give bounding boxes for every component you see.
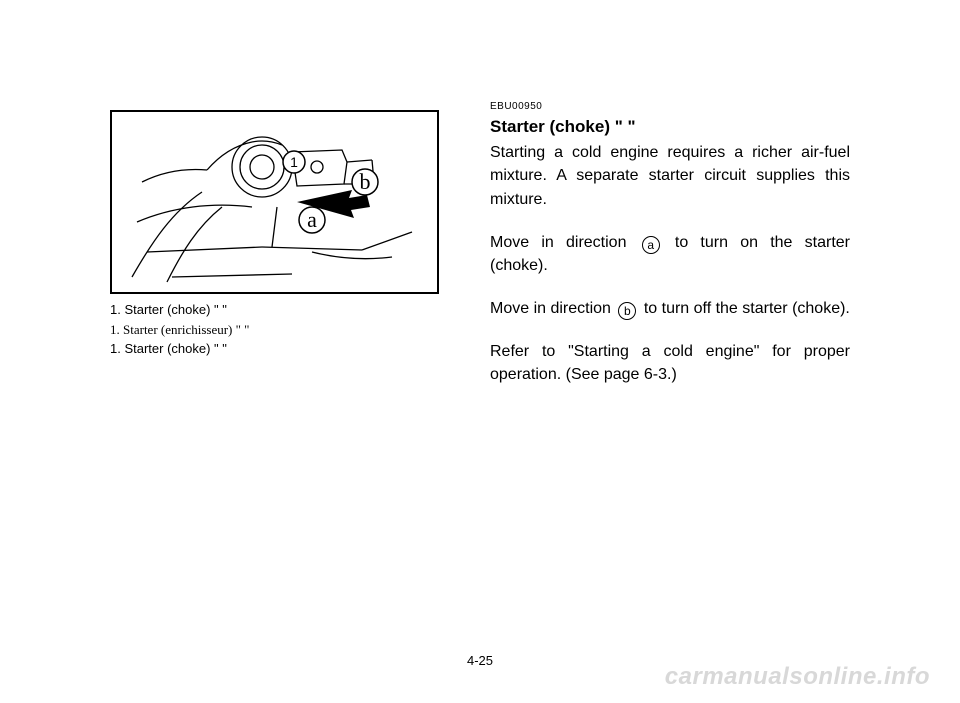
paragraph-2: Move in direction a to turn on the start… bbox=[490, 231, 850, 277]
right-column: EBU00950 Starter (choke) " " Starting a … bbox=[490, 100, 850, 387]
paragraph-1: Starting a cold engine requires a richer… bbox=[490, 141, 850, 211]
diagram-captions: 1. Starter (choke) " " 1. Starter (enric… bbox=[110, 300, 435, 359]
p3-pre: Move in direction bbox=[490, 300, 615, 317]
p3-post: to turn off the starter (choke). bbox=[639, 300, 849, 317]
manual-page: 1 a b 1. Starter (choke) " " bbox=[0, 0, 960, 703]
section-code: EBU00950 bbox=[490, 100, 850, 115]
inline-letter-b: b bbox=[618, 302, 636, 320]
section-heading: Starter (choke) " " bbox=[490, 115, 850, 140]
diagram-svg: 1 a b bbox=[112, 112, 437, 292]
caption-line-3: 1. Starter (choke) " " bbox=[110, 339, 435, 359]
caption-line-1: 1. Starter (choke) " " bbox=[110, 300, 435, 320]
caption-line-2: 1. Starter (enrichisseur) " " bbox=[110, 320, 435, 340]
svg-text:b: b bbox=[360, 169, 371, 194]
inline-letter-a: a bbox=[642, 236, 660, 254]
callout-1: 1 bbox=[283, 151, 305, 173]
p2-pre: Move in direction bbox=[490, 234, 639, 251]
paragraph-3: Move in direction b to turn off the star… bbox=[490, 297, 850, 320]
svg-text:a: a bbox=[307, 207, 317, 232]
choke-diagram: 1 a b bbox=[110, 110, 439, 294]
svg-text:1: 1 bbox=[290, 154, 298, 170]
label-b: b bbox=[352, 169, 378, 195]
paragraph-4: Refer to "Starting a cold engine" for pr… bbox=[490, 340, 850, 386]
watermark: carmanualsonline.info bbox=[665, 663, 930, 691]
left-column: 1 a b 1. Starter (choke) " " bbox=[110, 110, 435, 359]
label-a: a bbox=[299, 207, 325, 233]
